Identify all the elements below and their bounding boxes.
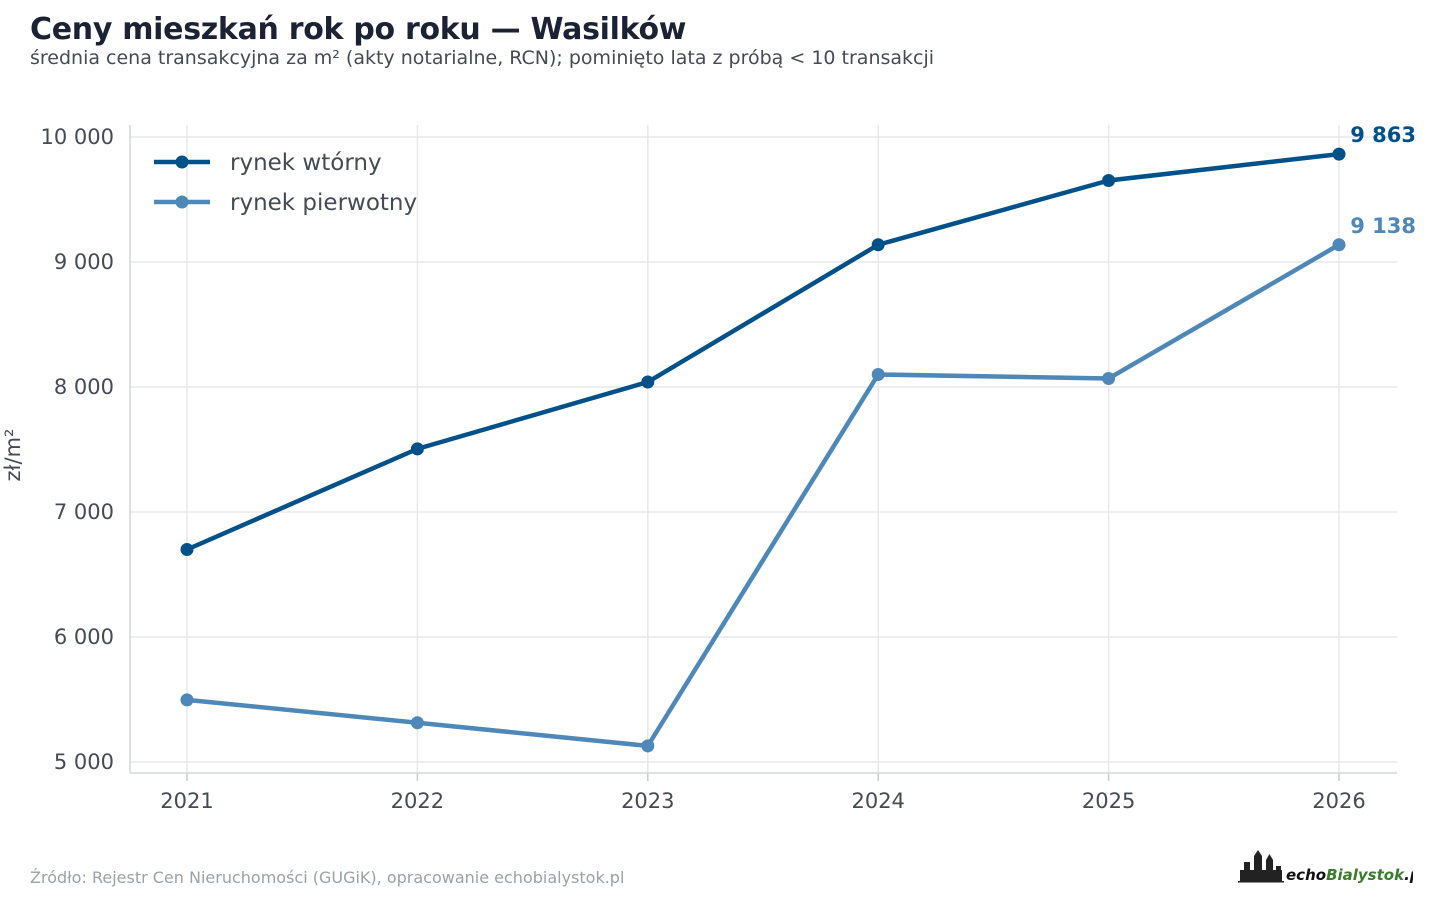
data-point [410, 442, 424, 456]
data-point [1332, 238, 1346, 252]
y-tick-label: 7 000 [54, 500, 114, 524]
data-point [1102, 372, 1116, 385]
data-point [180, 543, 194, 556]
x-tick-label: 2024 [851, 789, 904, 813]
x-tick-label: 2022 [391, 789, 444, 813]
y-tick-label: 8 000 [54, 375, 114, 399]
legend-swatch-marker [175, 155, 189, 169]
x-tick-label: 2026 [1312, 789, 1365, 813]
data-point [641, 375, 655, 389]
end-value-label: 9 863 [1350, 123, 1416, 147]
legend: rynek wtórny rynek pierwotny [154, 150, 417, 216]
chart-subtitle: średnia cena transakcyjna za m² (akty no… [30, 47, 935, 69]
svg-text:echoBialystok.pl: echoBialystok.pl [1286, 866, 1413, 884]
echobialystok-logo: echoBialystok.pl [1238, 850, 1413, 884]
logo-pl: .pl [1404, 866, 1413, 884]
y-tick-label: 9 000 [54, 250, 114, 274]
data-point [180, 693, 194, 707]
grid-layer [130, 125, 1397, 773]
skyline-icon [1238, 850, 1284, 883]
logo-echo: echo [1286, 866, 1326, 884]
data-point [871, 368, 885, 381]
x-tick-label: 2023 [621, 789, 674, 813]
data-point [871, 238, 885, 252]
y-tick-label: 5 000 [54, 750, 114, 774]
y-tick-label: 10 000 [41, 125, 114, 149]
end-value-label: 9 138 [1350, 214, 1416, 238]
chart-title: Ceny mieszkań rok po roku — Wasilków [30, 12, 687, 47]
y-axis-label: zł/m² [1, 429, 25, 482]
x-tick-label: 2025 [1082, 789, 1135, 813]
legend-swatch-marker [175, 195, 189, 209]
series-line-wtorny [184, 151, 1342, 552]
source-note: Źródło: Rejestr Cen Nieruchomości (GUGiK… [30, 868, 625, 887]
data-point [641, 739, 655, 753]
data-point [410, 716, 424, 730]
series-line-pierwotny [184, 242, 1342, 749]
logo-bialystok: Bialystok [1326, 866, 1405, 884]
series-layer: 9 138 9 863 [180, 123, 1416, 753]
legend-label: rynek wtórny [230, 150, 382, 176]
data-point [1102, 174, 1116, 187]
axis-layer: 5 000 6 000 7 000 8 000 9 000 10 000 2021 2022 2… [41, 125, 1397, 813]
y-tick-label: 6 000 [54, 625, 114, 649]
data-point [1332, 147, 1346, 161]
legend-label: rynek pierwotny [230, 190, 417, 216]
x-tick-label: 2021 [160, 789, 213, 813]
